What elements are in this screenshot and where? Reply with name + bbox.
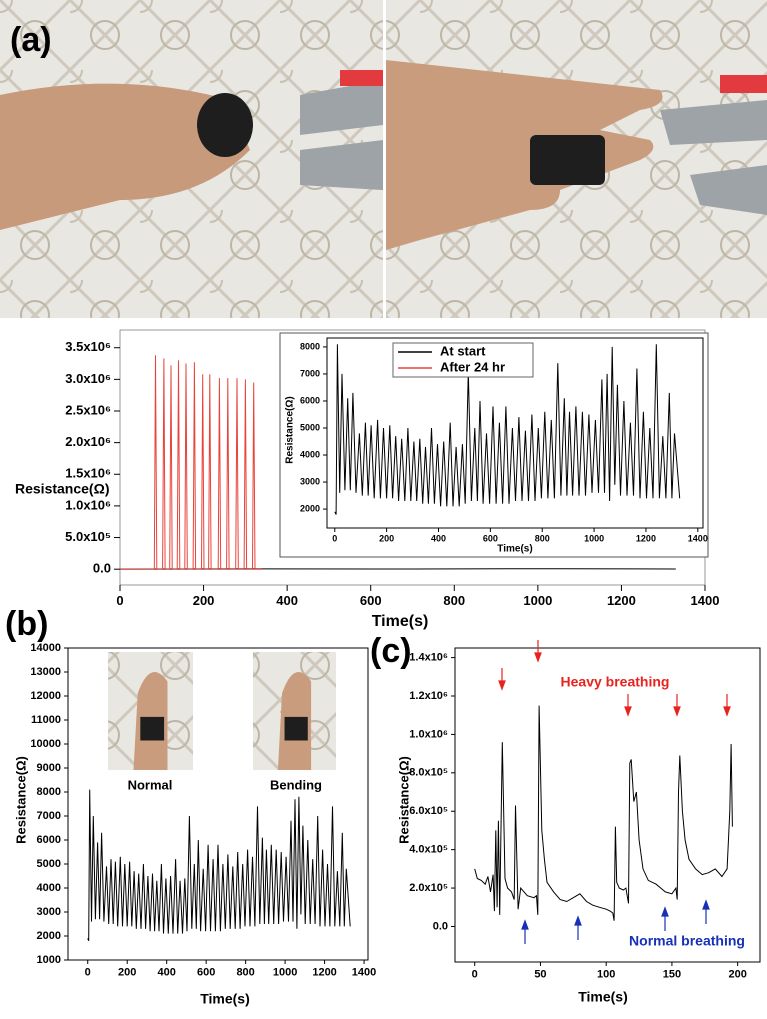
x-tick-label: 1200 xyxy=(312,967,336,979)
y-tick-label: 6.0x10⁵ xyxy=(409,805,448,817)
y-tick-label: 3.0x10⁶ xyxy=(65,371,111,386)
y-tick-label: 14000 xyxy=(30,642,61,654)
inset-x-title: Time(s) xyxy=(497,544,532,555)
heavy-arrows xyxy=(498,640,731,717)
x-tick-label: 0 xyxy=(85,967,91,979)
y-tick-label: 4000 xyxy=(37,882,61,894)
x-tick-label: 200 xyxy=(728,969,746,981)
photo-right xyxy=(386,0,767,318)
panel-label: (c) xyxy=(370,632,412,670)
y-tick-label: 1.0x10⁶ xyxy=(409,728,448,740)
y-tick-label: 7000 xyxy=(300,368,320,378)
y-tick-label: 5000 xyxy=(37,858,61,870)
y-tick-label: 0.0 xyxy=(433,920,448,932)
y-tick-label: 2000 xyxy=(37,930,61,942)
photo-sensor xyxy=(140,716,165,741)
x-tick-label: 1400 xyxy=(691,593,720,608)
x-tick-label: 800 xyxy=(443,593,465,608)
y-tick-label: 6000 xyxy=(300,395,320,405)
x-tick-label: 400 xyxy=(431,534,446,544)
y-tick-label: 5.0x10⁵ xyxy=(65,529,111,544)
y-tick-label: 4000 xyxy=(300,449,320,459)
data-line xyxy=(120,355,263,570)
data-line xyxy=(334,344,681,515)
y-tick-label: 1.2x10⁶ xyxy=(409,690,448,702)
x-tick-label: 1000 xyxy=(273,967,297,979)
y-tick-label: 13000 xyxy=(30,666,61,678)
y-tick-label: 2.0x10⁵ xyxy=(409,882,448,894)
x-tick-label: 600 xyxy=(483,534,498,544)
x-axis-title: Time(s) xyxy=(200,991,250,1007)
y-tick-label: 10000 xyxy=(30,738,61,750)
y-tick-label: 4.0x10⁵ xyxy=(409,844,448,856)
photo xyxy=(108,652,193,770)
x-tick-label: 0 xyxy=(116,593,123,608)
y-tick-label: 8.0x10⁵ xyxy=(409,767,448,779)
y-tick-label: 1000 xyxy=(37,954,61,966)
y-tick-label: 0.0 xyxy=(93,561,111,576)
data-line xyxy=(474,705,733,921)
y-tick-label: 2.5x10⁶ xyxy=(65,402,111,417)
inset-y-title: Resistance(Ω) xyxy=(285,396,296,464)
y-tick-label: 8000 xyxy=(300,341,320,351)
x-tick-label: 0 xyxy=(472,969,478,981)
y-tick-label: 1.5x10⁶ xyxy=(65,466,111,481)
annotation: Heavy breathing xyxy=(561,674,670,690)
y-axis-title: Resistance(Ω) xyxy=(15,481,109,497)
x-tick-label: 0 xyxy=(332,534,337,544)
plot: 0 50 100 150 200 0.0 2.0x10⁵ 4.0x10⁵ 6.0x10⁵ 8.0x… xyxy=(409,647,761,981)
photo-label: Normal xyxy=(128,777,173,792)
x-tick-label: 1200 xyxy=(607,593,636,608)
x-tick-label: 1000 xyxy=(523,593,552,608)
panel-label: (a) xyxy=(10,21,52,59)
y-tick-label: 7000 xyxy=(37,810,61,822)
normal-arrows xyxy=(521,899,710,944)
photo-sensor xyxy=(284,716,308,741)
annotation: Normal breathing xyxy=(629,933,745,949)
legend-label: After 24 hr xyxy=(440,359,505,374)
photo-left xyxy=(0,0,383,318)
y-tick-label: 8000 xyxy=(37,786,61,798)
x-tick-label: 200 xyxy=(193,593,215,608)
x-tick-label: 200 xyxy=(379,534,394,544)
y-tick-label: 2.0x10⁶ xyxy=(65,434,111,449)
x-tick-label: 1400 xyxy=(352,967,376,979)
legend-label: At start xyxy=(440,343,486,358)
x-tick-label: 800 xyxy=(236,967,254,979)
legend: At start After 24 hr xyxy=(392,342,534,378)
y-tick-label: 12000 xyxy=(30,690,61,702)
x-tick-label: 1200 xyxy=(636,534,656,544)
x-tick-label: 50 xyxy=(534,969,546,981)
x-tick-label: 600 xyxy=(197,967,215,979)
panel-label: (b) xyxy=(5,605,48,643)
y-tick-label: 3.5x10⁶ xyxy=(65,339,111,354)
x-tick-label: 150 xyxy=(663,969,681,981)
x-tick-label: 100 xyxy=(597,969,615,981)
y-tick-label: 5000 xyxy=(300,422,320,432)
data-line xyxy=(87,789,351,941)
y-tick-label: 11000 xyxy=(31,714,61,726)
y-tick-label: 3000 xyxy=(300,476,320,486)
x-tick-label: 800 xyxy=(535,534,550,544)
x-tick-label: 200 xyxy=(118,967,136,979)
x-tick-label: 1400 xyxy=(688,534,708,544)
y-tick-label: 9000 xyxy=(37,762,61,774)
y-tick-label: 1.0x10⁶ xyxy=(65,497,111,512)
y-axis-title: Resistance(Ω) xyxy=(13,756,28,844)
plot-area xyxy=(454,647,761,963)
photo-label: Bending xyxy=(270,777,322,792)
photo xyxy=(253,652,336,770)
x-tick-label: 1000 xyxy=(584,534,604,544)
x-tick-label: 400 xyxy=(276,593,298,608)
y-tick-label: 1.4x10⁶ xyxy=(409,652,448,664)
y-axis-title: Resistance(Ω) xyxy=(396,756,411,844)
y-tick-label: 6000 xyxy=(37,834,61,846)
x-tick-label: 600 xyxy=(360,593,382,608)
x-axis-title: Time(s) xyxy=(372,613,429,630)
y-tick-label: 3000 xyxy=(37,906,61,918)
x-tick-label: 400 xyxy=(158,967,176,979)
y-tick-label: 2000 xyxy=(300,503,320,513)
x-axis-title: Time(s) xyxy=(578,989,628,1005)
